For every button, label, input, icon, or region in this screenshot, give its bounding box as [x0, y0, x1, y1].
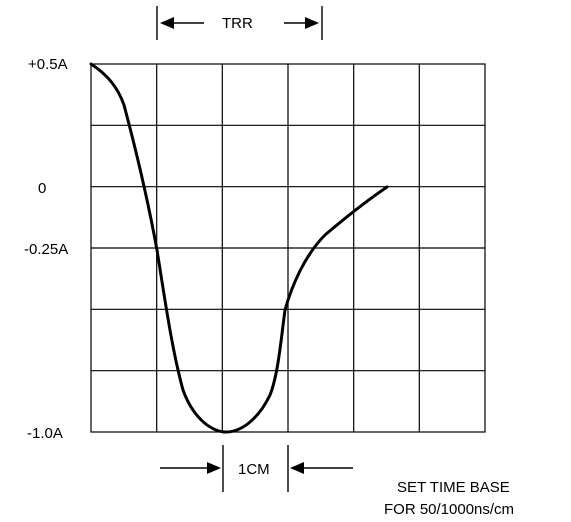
cm-dimension: 1CM — [160, 445, 353, 492]
time-base-note-line1: SET TIME BASE — [397, 479, 510, 496]
y-label-zero: 0 — [38, 180, 46, 197]
y-label-top: +0.5A — [28, 56, 68, 73]
time-base-note-line2: FOR 50/1000ns/cm — [384, 501, 514, 518]
trr-dimension: TRR — [156, 6, 323, 40]
y-label-minus-quarter: -0.25A — [24, 241, 68, 258]
cm-label: 1CM — [238, 461, 270, 478]
cm-right-arrowhead — [290, 462, 304, 474]
trr-label: TRR — [222, 15, 253, 32]
recovery-current-waveform — [89, 62, 389, 434]
trr-right-arrowhead — [305, 17, 319, 29]
trr-left-arrowhead — [160, 17, 174, 29]
y-label-bottom: -1.0A — [27, 425, 63, 442]
cm-left-arrowhead — [207, 462, 221, 474]
oscilloscope-grid — [90, 63, 486, 433]
